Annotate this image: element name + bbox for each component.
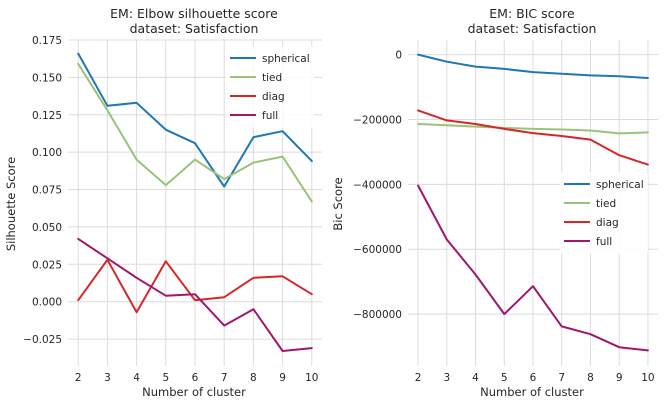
x-tick-label: 10 [641,372,654,384]
y-tick-label: 0.075 [32,185,62,197]
chart-title: EM: BIC score [489,6,575,21]
legend-label: spherical [596,179,644,191]
series-line-diag [417,109,649,166]
x-tick-label: 2 [415,372,422,384]
x-axis-label: Number of cluster [480,385,584,399]
series-line-tied [417,123,649,135]
chart-title: EM: Elbow silhouette score [110,6,278,21]
x-tick-label: 3 [104,372,111,384]
x-tick-label: 6 [530,372,537,384]
y-tick-label: −200000 [353,114,402,126]
x-tick-label: 9 [616,372,623,384]
chart-bic: EM: BIC score dataset: Satisfaction Numb… [331,6,658,399]
y-tick-label: −400000 [353,179,402,191]
y-tick-label: −800000 [353,309,402,321]
legend: spherical tied diag full [226,46,314,128]
y-tick-label: 0.050 [32,222,62,234]
x-tick-label: 8 [250,372,257,384]
x-tick-label: 5 [501,372,508,384]
y-axis-label: Bic Score [331,177,345,230]
x-tick-label: 4 [472,372,479,384]
x-tick-label: 3 [443,372,450,384]
legend-label: full [596,236,612,248]
legend-box [226,46,314,128]
legend: spherical tied diag full [560,172,648,254]
chart-silhouette: EM: Elbow silhouette score dataset: Sati… [4,6,322,399]
chart-subtitle: dataset: Satisfaction [130,21,259,36]
plot-area: 2 3 4 5 6 7 8 9 10 −800000 −600000 −400000 −200000 0 s… [353,40,658,384]
chart-subtitle: dataset: Satisfaction [468,21,597,36]
series-line-full [417,184,649,352]
x-tick-label: 5 [162,372,169,384]
y-tick-label: −600000 [353,244,402,256]
legend-box [560,172,648,254]
y-tick-label: 0.025 [32,259,62,271]
series-line-spherical [417,53,649,79]
legend-label: tied [596,198,616,210]
x-tick-label: 9 [279,372,286,384]
y-tick-label: −0.025 [23,334,62,346]
series-line-full [77,237,313,352]
y-tick-label: 0.100 [32,147,62,159]
x-tick-label: 4 [133,372,140,384]
x-axis-label: Number of cluster [142,385,246,399]
series-line-tied [77,62,313,203]
y-axis-label: Silhouette Score [4,157,18,251]
legend-label: tied [262,72,282,84]
x-tick-label: 2 [75,372,82,384]
y-tick-label: 0.175 [32,35,62,47]
y-tick-label: 0.150 [32,72,62,84]
y-tick-label: 0.000 [32,297,62,309]
legend-label: diag [596,217,619,229]
x-tick-label: 7 [221,372,228,384]
x-tick-label: 10 [305,372,318,384]
y-tick-label: 0 [395,50,402,62]
series-line-diag [77,258,313,314]
y-tick-label: 0.125 [32,110,62,122]
x-tick-label: 7 [558,372,565,384]
x-tick-label: 8 [587,372,594,384]
series-line-spherical [77,52,313,188]
legend-label: spherical [262,53,310,65]
legend-label: full [262,110,278,122]
plot-area: 2 3 4 5 6 7 8 9 10 −0.025 0.000 0.025 0.050 0.075 0.10… [23,35,322,384]
legend-label: diag [262,91,285,103]
x-tick-label: 6 [192,372,199,384]
